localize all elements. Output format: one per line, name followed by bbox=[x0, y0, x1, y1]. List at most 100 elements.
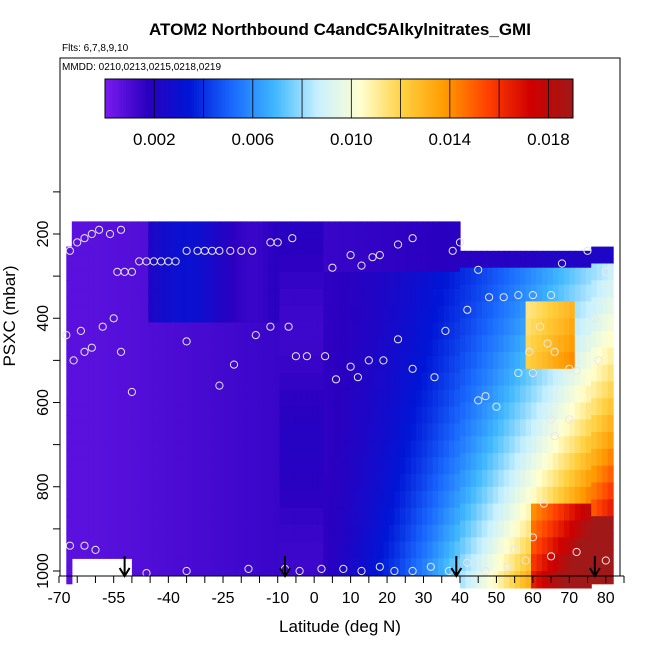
sample-marker bbox=[547, 552, 556, 561]
heatmap-cell bbox=[71, 406, 78, 425]
heatmap-cell bbox=[536, 571, 543, 589]
heatmap-cell bbox=[345, 457, 352, 475]
heatmap-cell bbox=[596, 516, 603, 534]
heatmap-cell bbox=[531, 301, 538, 319]
heatmap-cell bbox=[421, 491, 428, 509]
heatmap-cell bbox=[192, 440, 199, 458]
heatmap-cell bbox=[148, 541, 155, 559]
heatmap-cell bbox=[520, 318, 527, 336]
heatmap-cell bbox=[252, 524, 259, 543]
colorbar-segment bbox=[317, 79, 321, 118]
heatmap-cell bbox=[121, 373, 128, 391]
heatmap-cell bbox=[246, 288, 253, 307]
heatmap-cell bbox=[361, 356, 368, 374]
heatmap-cell bbox=[574, 469, 581, 488]
colorbar-segment bbox=[224, 79, 228, 118]
sample-marker bbox=[481, 566, 490, 576]
heatmap-cell bbox=[394, 389, 401, 408]
heatmap-cell bbox=[306, 474, 313, 492]
heatmap-cell bbox=[186, 305, 193, 323]
heatmap-cell bbox=[345, 423, 352, 442]
heatmap-cell bbox=[77, 322, 84, 340]
heatmap-cell bbox=[159, 457, 166, 475]
heatmap-cell bbox=[531, 385, 538, 404]
heatmap-cell bbox=[470, 402, 477, 420]
heatmap-cell bbox=[175, 474, 182, 492]
colorbar-segment bbox=[495, 79, 499, 118]
heatmap-cell bbox=[531, 520, 538, 538]
heatmap-cell bbox=[279, 524, 286, 543]
heatmap-cell bbox=[312, 255, 319, 273]
heatmap-cell bbox=[312, 339, 319, 357]
heatmap-cell bbox=[509, 486, 516, 505]
heatmap-cell bbox=[181, 373, 188, 391]
heatmap-cell bbox=[235, 221, 242, 239]
heatmap-cell bbox=[246, 322, 253, 340]
heatmap-cell bbox=[246, 221, 253, 239]
heatmap-cell bbox=[498, 301, 505, 319]
heatmap-cell bbox=[257, 389, 264, 408]
heatmap-cell bbox=[498, 368, 505, 387]
heatmap-cell bbox=[503, 301, 510, 319]
heatmap-cell bbox=[361, 389, 368, 408]
x-tick-label: 10 bbox=[342, 590, 360, 607]
heatmap-cell bbox=[164, 474, 171, 492]
heatmap-cell bbox=[531, 503, 538, 522]
heatmap-cell bbox=[460, 503, 467, 522]
heatmap-cell bbox=[110, 322, 117, 340]
heatmap-cell bbox=[563, 351, 570, 370]
heatmap-cell bbox=[263, 558, 270, 576]
heatmap-cell bbox=[285, 491, 292, 509]
heatmap-cell bbox=[93, 339, 100, 357]
colorbar-segment bbox=[355, 79, 359, 118]
heatmap-cell bbox=[547, 351, 554, 370]
heatmap-cell bbox=[93, 221, 100, 239]
heatmap-cell bbox=[514, 436, 521, 454]
heatmap-cell bbox=[514, 284, 521, 302]
heatmap-cell bbox=[345, 389, 352, 408]
heatmap-cell bbox=[246, 406, 253, 425]
heatmap-cell bbox=[317, 406, 324, 425]
heatmap-cell bbox=[536, 453, 543, 471]
colorbar-segment bbox=[161, 79, 164, 118]
heatmap-cell bbox=[263, 423, 270, 442]
heatmap-cell bbox=[383, 507, 390, 526]
heatmap-cell bbox=[372, 339, 379, 357]
heatmap-cell bbox=[520, 520, 527, 538]
heatmap-cell bbox=[257, 322, 264, 340]
heatmap-cell bbox=[208, 305, 215, 323]
heatmap-cell bbox=[547, 419, 554, 437]
heatmap-cell bbox=[569, 537, 576, 555]
heatmap-cell bbox=[235, 389, 242, 408]
colorbar-segment bbox=[430, 79, 434, 118]
heatmap-cell bbox=[82, 440, 89, 458]
heatmap-cell bbox=[563, 318, 570, 336]
heatmap-cell bbox=[569, 486, 576, 505]
heatmap-cell bbox=[290, 356, 297, 374]
heatmap-cell bbox=[487, 301, 494, 319]
heatmap-cell bbox=[186, 288, 193, 307]
heatmap-cell bbox=[481, 486, 488, 505]
heatmap-cell bbox=[71, 474, 78, 492]
heatmap-cell bbox=[295, 271, 302, 290]
heatmap-cell bbox=[263, 221, 270, 239]
heatmap-cell bbox=[115, 440, 122, 458]
heatmap-cell bbox=[274, 474, 281, 492]
heatmap-cell bbox=[410, 322, 417, 340]
colorbar-segment bbox=[542, 79, 546, 118]
heatmap-cell bbox=[274, 423, 281, 442]
heatmap-cell bbox=[66, 364, 73, 383]
heatmap-cell bbox=[460, 486, 467, 505]
heatmap-cell bbox=[410, 221, 417, 239]
heatmap-cell bbox=[142, 221, 149, 239]
heatmap-cell bbox=[378, 389, 385, 408]
colorbar-segment bbox=[334, 79, 338, 118]
colorbar-segment bbox=[133, 79, 136, 118]
heatmap-cell bbox=[213, 373, 220, 391]
colorbar-segment bbox=[348, 79, 352, 118]
heatmap-cell bbox=[213, 339, 220, 357]
heatmap-cell bbox=[175, 507, 182, 526]
heatmap-cell bbox=[88, 389, 95, 408]
colorbar-segment bbox=[193, 79, 197, 118]
colorbar-segment bbox=[563, 79, 567, 118]
